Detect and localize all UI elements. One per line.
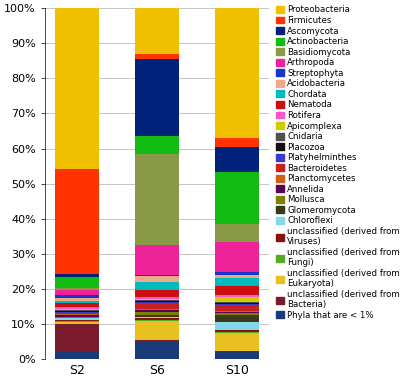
Bar	[215, 312, 259, 313]
Bar	[135, 300, 179, 301]
Bar	[215, 314, 259, 322]
Bar	[55, 352, 99, 359]
Bar	[215, 272, 259, 275]
Bar	[215, 138, 259, 147]
Bar	[135, 342, 179, 359]
Bar	[55, 318, 99, 320]
Bar	[55, 274, 99, 277]
Bar	[55, 277, 99, 288]
Bar	[55, 307, 99, 309]
Bar	[55, 309, 99, 310]
Bar	[215, 303, 259, 304]
Bar	[55, 288, 99, 290]
Bar	[215, 333, 259, 351]
Bar	[55, 295, 99, 298]
Bar	[135, 154, 179, 245]
Bar	[215, 304, 259, 305]
Bar	[55, 290, 99, 295]
Bar	[215, 172, 259, 225]
Bar	[55, 321, 99, 322]
Bar	[215, 286, 259, 295]
Bar	[135, 8, 179, 54]
Bar	[55, 8, 99, 169]
Bar	[55, 320, 99, 321]
Bar	[215, 295, 259, 297]
Bar	[55, 317, 99, 318]
Bar	[215, 313, 259, 314]
Bar	[215, 8, 259, 138]
Bar	[135, 275, 179, 276]
Bar	[135, 59, 179, 136]
Bar	[55, 303, 99, 307]
Bar	[215, 352, 259, 359]
Bar	[135, 54, 179, 59]
Bar	[135, 340, 179, 342]
Bar	[215, 330, 259, 332]
Bar	[55, 310, 99, 311]
Bar	[55, 312, 99, 313]
Bar	[135, 290, 179, 298]
Bar	[55, 314, 99, 316]
Bar	[215, 332, 259, 333]
Bar	[135, 319, 179, 321]
Bar	[55, 324, 99, 352]
Bar	[55, 298, 99, 301]
Bar	[215, 147, 259, 172]
Bar	[135, 282, 179, 290]
Bar	[55, 169, 99, 274]
Bar	[135, 311, 179, 312]
Bar	[135, 309, 179, 311]
Bar	[135, 299, 179, 300]
Bar	[215, 242, 259, 272]
Bar	[215, 278, 259, 286]
Bar	[55, 322, 99, 324]
Bar	[215, 225, 259, 242]
Bar	[55, 311, 99, 312]
Bar	[135, 276, 179, 282]
Bar	[135, 136, 179, 154]
Bar	[135, 301, 179, 302]
Legend: Proteobacteria, Firmicutes, Ascomycota, Actinobacteria, Basidiomycota, Arthropod: Proteobacteria, Firmicutes, Ascomycota, …	[276, 5, 400, 320]
Bar	[135, 317, 179, 318]
Bar	[215, 305, 259, 311]
Bar	[215, 275, 259, 278]
Bar	[215, 311, 259, 312]
Bar	[215, 322, 259, 330]
Bar	[215, 302, 259, 303]
Bar	[55, 316, 99, 317]
Bar	[55, 313, 99, 314]
Bar	[135, 303, 179, 309]
Bar	[215, 351, 259, 352]
Bar	[135, 318, 179, 319]
Bar	[55, 301, 99, 303]
Bar	[135, 302, 179, 303]
Bar	[215, 297, 259, 302]
Bar	[135, 245, 179, 275]
Bar	[135, 321, 179, 340]
Bar	[135, 312, 179, 315]
Bar	[135, 315, 179, 317]
Bar	[135, 298, 179, 299]
